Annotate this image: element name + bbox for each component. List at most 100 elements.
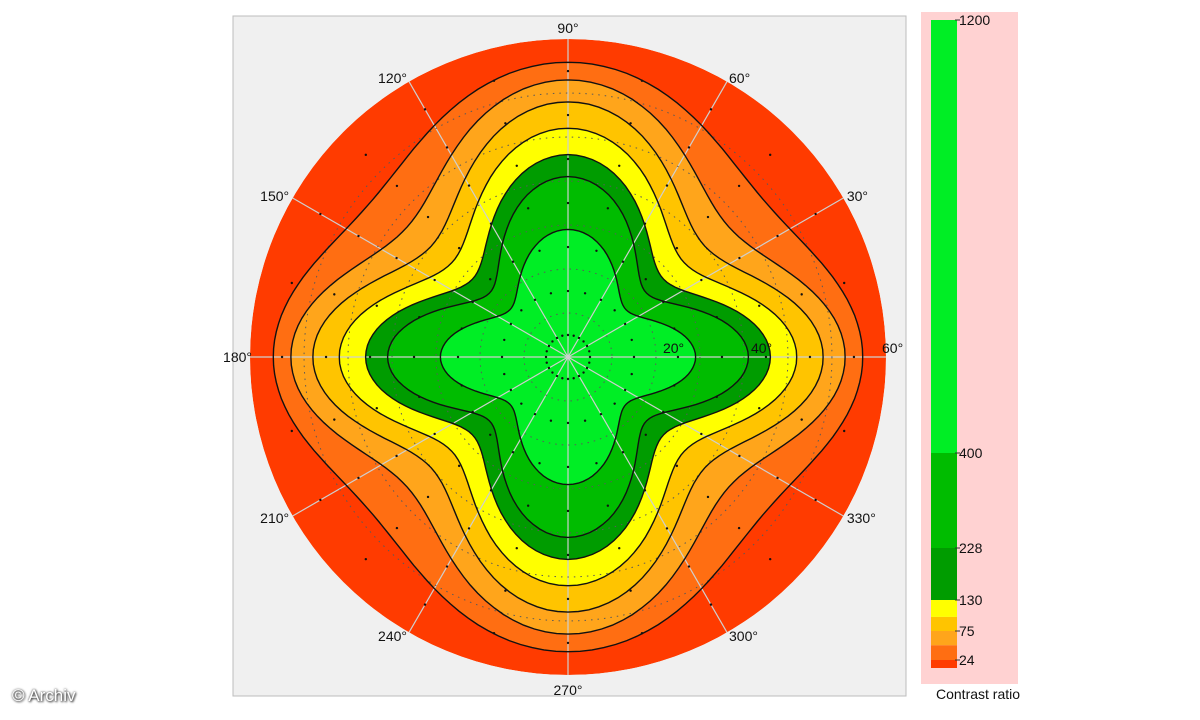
spoke-300 [567, 356, 728, 633]
measurement-point [375, 304, 378, 307]
measurement-point [555, 374, 559, 378]
measurement-point [623, 322, 627, 326]
measurement-point [319, 498, 322, 502]
measurement-point [577, 336, 581, 340]
measurement-point [511, 260, 515, 263]
measurement-point [606, 207, 610, 210]
spoke-120 [408, 81, 569, 358]
contour-lines [272, 61, 864, 653]
measurement-point [509, 322, 513, 326]
measurement-point [572, 377, 575, 380]
legend-title: Contrast ratio [936, 686, 1020, 702]
measurement-point [357, 234, 360, 238]
ring-50 [347, 136, 789, 578]
measurement-point [566, 157, 570, 161]
measurement-point [467, 527, 471, 530]
contour-line-400 [439, 228, 697, 486]
radial-tick-labels: 20° 40° 60° [663, 340, 903, 356]
measurement-point [492, 631, 496, 635]
measurement-point [758, 407, 761, 410]
measurement-point [737, 184, 741, 188]
measurement-point [333, 293, 336, 296]
measurement-point [644, 433, 647, 436]
legend-tick-228: 228 [959, 540, 983, 556]
measurement-point [526, 504, 530, 507]
measurement-point [503, 372, 506, 376]
measurement-point [423, 108, 427, 111]
measurement-point [606, 504, 610, 507]
angular-tick-210: 210° [260, 510, 289, 526]
measurement-point [445, 146, 449, 149]
measurement-point [623, 388, 627, 392]
legend-tick-400: 400 [959, 445, 983, 461]
measurement-point [768, 153, 772, 157]
measurement-point [547, 366, 551, 370]
measurement-point [566, 421, 570, 425]
angular-tick-330: 330° [847, 510, 876, 526]
measurement-point [814, 212, 817, 216]
measurement-point [643, 489, 647, 492]
measurement-point [561, 377, 564, 380]
measurement-point [545, 350, 548, 353]
measurement-point [357, 476, 360, 480]
measurement-point [551, 340, 554, 343]
measurement-point [395, 454, 398, 458]
measurement-point [700, 432, 703, 436]
measurement-point [706, 495, 710, 499]
angular-tick-60: 60° [729, 70, 750, 86]
measurement-point [333, 418, 336, 421]
measurement-point [630, 372, 633, 376]
measurement-point [418, 395, 421, 399]
measurement-point [511, 451, 515, 454]
measurement-point [582, 340, 585, 343]
measurement-point [566, 641, 570, 645]
radial-tick-60: 60° [882, 340, 903, 356]
measurement-point [280, 355, 284, 359]
measurement-point [467, 184, 471, 187]
legend-swatch-24-50 [931, 645, 957, 660]
measurement-point [640, 631, 644, 635]
measurement-point [662, 300, 665, 304]
measurement-point [588, 350, 591, 353]
measurement-point [395, 526, 399, 530]
measurement-point [737, 526, 741, 530]
legend-tick-130: 130 [959, 592, 983, 608]
measurement-point [566, 465, 570, 469]
legend-swatch-400-1200 [931, 20, 957, 453]
measurement-point [545, 361, 548, 364]
measurement-point [632, 355, 636, 359]
angular-tick-90: 90° [557, 20, 578, 36]
measurement-point [509, 388, 513, 392]
measurement-point [618, 547, 621, 550]
measurement-point [504, 122, 507, 125]
measurement-point [375, 407, 378, 410]
measurement-point [585, 344, 589, 348]
measurement-point [566, 377, 570, 381]
contour-line-228 [386, 175, 750, 539]
measurement-point [595, 249, 598, 252]
angular-tick-300: 300° [729, 628, 758, 644]
measurement-point [426, 215, 430, 219]
credit-watermark: © Archiv [12, 686, 76, 705]
legend-swatch-75-100 [931, 616, 957, 631]
measurement-point [492, 79, 496, 83]
measurement-point [368, 355, 372, 359]
measurement-point [566, 69, 570, 73]
measurement-point [709, 108, 713, 111]
measurement-point [460, 384, 463, 387]
measurement-point [673, 327, 676, 330]
measurement-point [412, 355, 416, 359]
measurement-point [471, 410, 474, 414]
measurement-point [433, 278, 436, 282]
measurement-point [533, 412, 537, 416]
measurement-point [324, 355, 328, 359]
measurement-point [566, 289, 570, 293]
measurement-point [489, 278, 492, 281]
measurement-point [588, 361, 591, 364]
measurement-point [566, 113, 570, 117]
measurement-point [842, 281, 846, 285]
ring-60 [303, 92, 833, 622]
measurement-point [758, 304, 761, 307]
measurement-point [706, 215, 710, 219]
measurement-point [555, 336, 559, 340]
